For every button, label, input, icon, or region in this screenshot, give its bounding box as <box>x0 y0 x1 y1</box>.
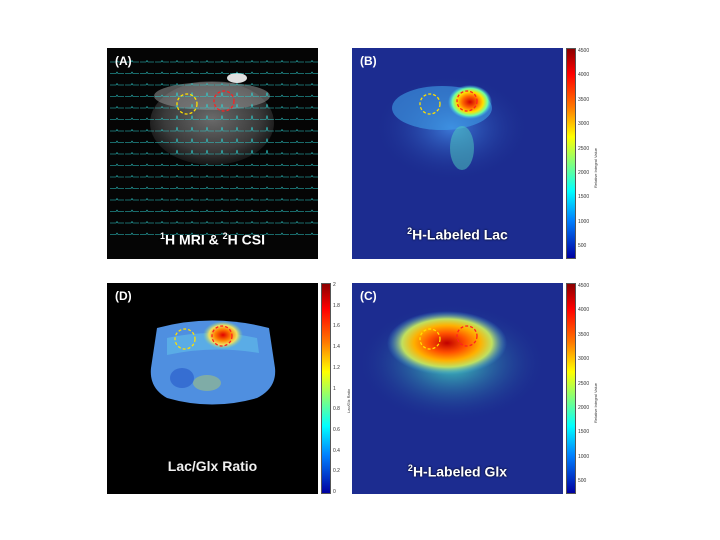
colorbar-tick: 3000 <box>578 121 590 128</box>
colorbar-tick: 1000 <box>578 453 590 460</box>
glx-heatmap <box>352 283 563 494</box>
colorbar-b: Relative Integral Value 4500 4000 3500 3000… <box>566 48 606 259</box>
panel-caption: Lac/Glx Ratio <box>167 458 258 474</box>
roi-yellow-d <box>174 328 196 350</box>
colorbar-tick: 1500 <box>578 194 590 201</box>
colorbar-gradient <box>566 48 576 259</box>
ratio-map <box>150 320 276 405</box>
colorbar-tick: 3500 <box>578 331 590 338</box>
colorbar-tick: 0.2 <box>333 468 340 475</box>
colorbar-c: Relative Integral Value 4500 4000 3500 3000… <box>566 283 606 494</box>
roi-red-b <box>456 90 478 112</box>
colorbar-tick: 500 <box>578 243 587 249</box>
panel-c-labeled-glx: (C) 2H-Labeled Glx <box>352 283 563 494</box>
colorbar-tick: 2500 <box>578 145 590 152</box>
colorbar-tick: 3000 <box>578 356 590 363</box>
colorbar-tick: 4500 <box>578 283 590 289</box>
colorbar-tick: 2500 <box>578 380 590 387</box>
colorbar-tick: 4000 <box>578 307 590 314</box>
colorbar-title: Relative Integral Value <box>593 383 598 423</box>
panel-caption: 2H-Labeled Lac <box>407 226 508 243</box>
colorbar-tick: 1 <box>333 385 336 392</box>
colorbar-d: Lac/Glx Ratio 2 1.8 1.6 1.4 1.2 1 0.8 0.6 0.4 0.2… <box>321 282 351 495</box>
colorbar-tick: 1.4 <box>333 344 340 351</box>
colorbar-gradient <box>566 283 576 494</box>
mri-image <box>110 59 318 235</box>
colorbar-tick: 1500 <box>578 429 590 436</box>
roi-red-d <box>211 325 233 347</box>
colorbar-tick: 4500 <box>578 48 590 54</box>
colorbar-tick: 0.4 <box>333 447 340 454</box>
panel-label: (C) <box>360 289 377 303</box>
colorbar-title: Relative Integral Value <box>593 148 598 188</box>
lac-heatmap <box>352 48 563 259</box>
colorbar-tick: 2 <box>333 282 336 288</box>
colorbar-tick: 500 <box>578 478 587 484</box>
colorbar-tick: 0.8 <box>333 406 340 413</box>
colorbar-tick: 3500 <box>578 96 590 103</box>
panel-d-lac-glx-ratio: (D) Lac/Glx Ratio <box>107 283 318 494</box>
colorbar-tick: 1.2 <box>333 364 340 371</box>
colorbar-tick: 0 <box>333 489 336 495</box>
colorbar-tick: 0.6 <box>333 426 340 433</box>
roi-yellow-a <box>176 93 198 115</box>
panel-label: (A) <box>115 54 132 68</box>
roi-yellow-c <box>419 328 441 350</box>
panel-caption: 1H MRI & 2H CSI <box>160 231 265 248</box>
colorbar-tick: 1.6 <box>333 323 340 330</box>
colorbar-tick: 2000 <box>578 169 590 176</box>
colorbar-tick: 1000 <box>578 218 590 225</box>
colorbar-tick: 2000 <box>578 404 590 411</box>
colorbar-tick: 4000 <box>578 72 590 79</box>
panel-b-labeled-lac: (B) 2H-Labeled Lac <box>352 48 563 259</box>
panel-label: (B) <box>360 54 377 68</box>
colorbar-title: Lac/Glx Ratio <box>346 388 351 413</box>
panel-caption: 2H-Labeled Glx <box>407 463 508 480</box>
colorbar-gradient <box>321 283 331 494</box>
roi-red-c <box>456 325 478 347</box>
roi-yellow-b <box>419 93 441 115</box>
colorbar-tick: 1.8 <box>333 302 340 309</box>
panel-a-mri-csi: (A) 1H MRI & 2H CSI <box>107 48 318 259</box>
panel-label: (D) <box>115 289 132 303</box>
roi-red-a <box>213 90 235 112</box>
